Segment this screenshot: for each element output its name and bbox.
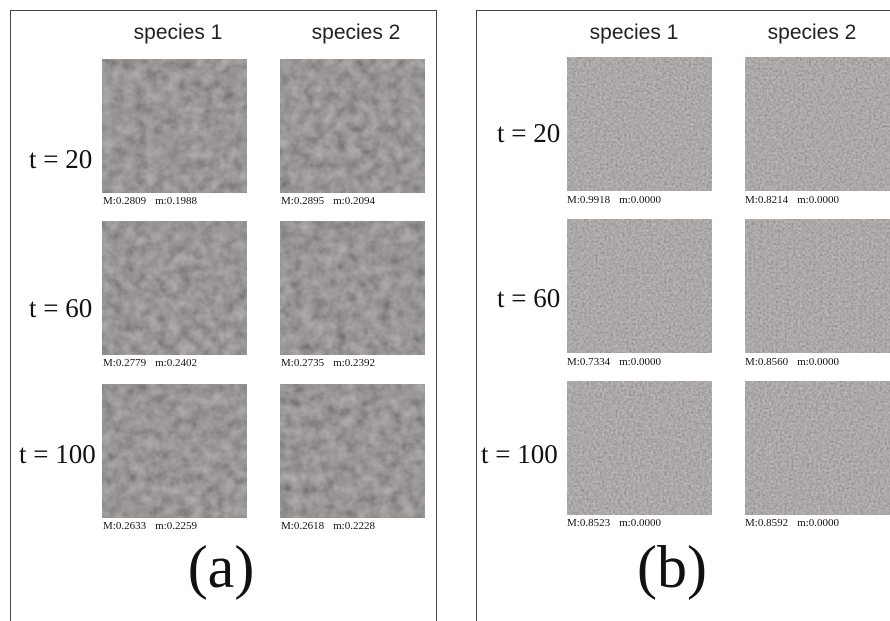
texture-tile <box>567 57 712 191</box>
panel-a: species 1 species 2 t = 20 t = 60 t = 10… <box>10 10 437 621</box>
panel-tag-a: (a) <box>187 534 255 600</box>
species-2-header: species 2 <box>311 21 401 44</box>
texture-tile <box>102 384 247 518</box>
texture-tile <box>745 57 890 191</box>
stat-label: M:0.2779 m:0.2402 <box>103 357 197 369</box>
row-label-t100: t = 100 <box>19 439 96 469</box>
stat-label: M:0.9918 m:0.0000 <box>567 194 661 206</box>
panel-b: species 1 species 2 t = 20 t = 60 t = 10… <box>476 10 890 621</box>
texture-tile <box>102 221 247 355</box>
texture-tile <box>102 59 247 193</box>
stat-label: M:0.2618 m:0.2228 <box>281 520 375 532</box>
texture-tile <box>280 59 425 193</box>
stat-label: M:0.8214 m:0.0000 <box>745 194 839 206</box>
texture-tile <box>280 221 425 355</box>
texture-tile <box>745 381 890 515</box>
stat-label: M:0.2633 m:0.2259 <box>103 520 197 532</box>
stat-label: M:0.2895 m:0.2094 <box>281 195 375 207</box>
species-2-header: species 2 <box>767 21 857 44</box>
row-label-t100: t = 100 <box>481 439 558 469</box>
texture-tile <box>567 381 712 515</box>
stat-label: M:0.2735 m:0.2392 <box>281 357 375 369</box>
stat-label: M:0.7334 m:0.0000 <box>567 356 661 368</box>
species-1-header: species 1 <box>133 21 223 44</box>
species-1-header: species 1 <box>589 21 679 44</box>
row-label-t60: t = 60 <box>29 293 93 323</box>
row-label-t60: t = 60 <box>497 283 561 313</box>
stat-label: M:0.8592 m:0.0000 <box>745 517 839 529</box>
texture-tile <box>745 219 890 353</box>
stat-label: M:0.2809 m:0.1988 <box>103 195 197 207</box>
row-label-t20: t = 20 <box>29 144 93 174</box>
stat-label: M:0.8523 m:0.0000 <box>567 517 661 529</box>
stat-label: M:0.8560 m:0.0000 <box>745 356 839 368</box>
panel-tag-b: (b) <box>637 534 707 600</box>
texture-tile <box>280 384 425 518</box>
row-label-t20: t = 20 <box>497 118 561 148</box>
texture-tile <box>567 219 712 353</box>
